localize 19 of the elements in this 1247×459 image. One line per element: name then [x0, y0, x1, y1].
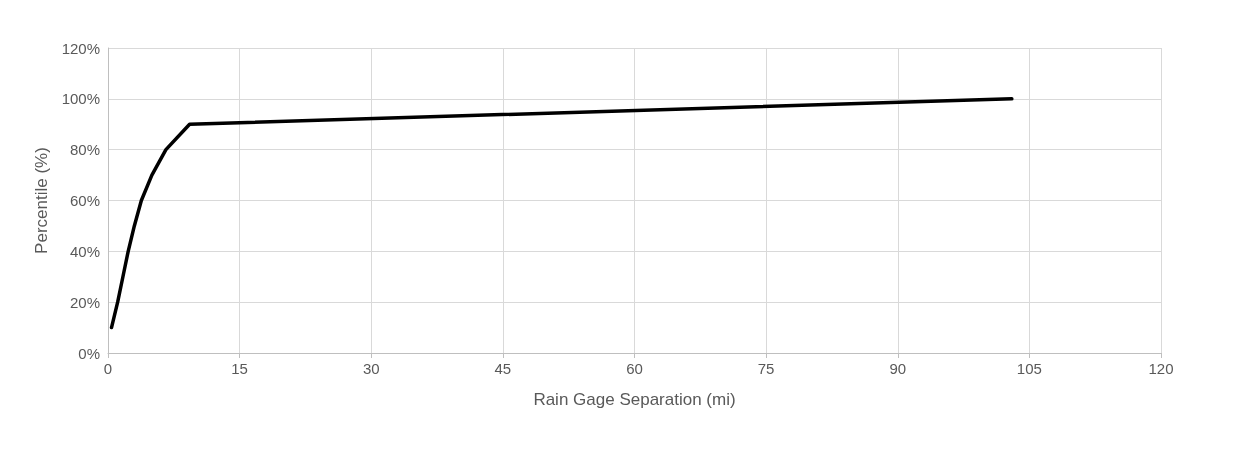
line-series [109, 97, 1014, 330]
y-tick-label: 0% [78, 344, 100, 362]
x-tick-label: 75 [757, 360, 775, 377]
y-tick-label: 80% [69, 141, 100, 159]
y-axis-title: Percentile (%) [32, 147, 51, 254]
x-tick-label: 105 [1016, 360, 1042, 377]
y-tick-label: 60% [69, 192, 100, 209]
x-tick-label: 60 [626, 360, 643, 377]
x-tick-label: 0 [103, 360, 113, 377]
x-tick-label: 30 [362, 360, 380, 377]
x-axis-title: Rain Gage Separation (mi) [533, 390, 736, 409]
x-tick-label: 45 [494, 360, 512, 377]
x-tick-label: 120 [1148, 360, 1174, 377]
x-tick-label: 15 [231, 360, 248, 377]
y-tick-label: 40% [69, 242, 100, 260]
y-tick-label: 20% [69, 293, 100, 311]
y-tick-label: 120% [61, 39, 100, 57]
y-tick-label: 100% [61, 90, 100, 108]
x-tick-label: 90 [889, 360, 907, 377]
